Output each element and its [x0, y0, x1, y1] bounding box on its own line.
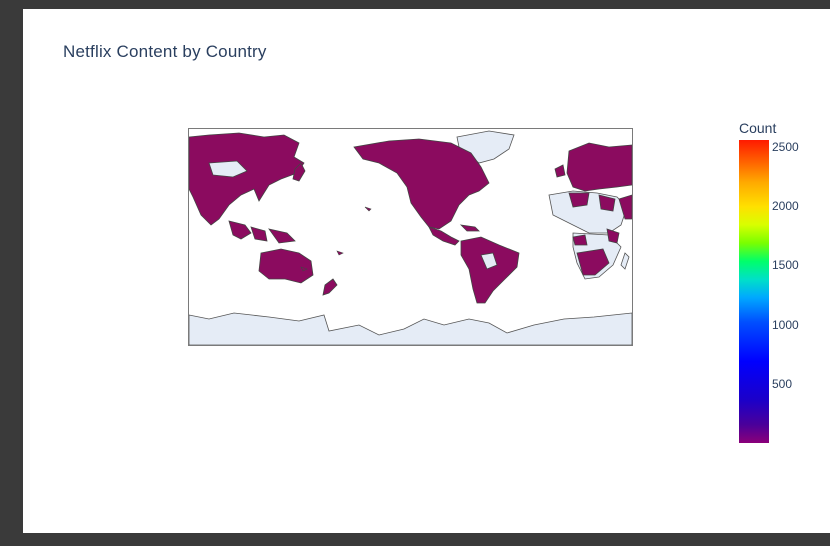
colorbar-tick: 2000 — [772, 199, 799, 213]
chart-title: Netflix Content by Country — [63, 42, 267, 61]
new-zealand — [322, 278, 338, 296]
north-america — [353, 138, 490, 230]
middle-east — [618, 194, 632, 220]
south-america-no-data — [480, 252, 498, 270]
central-america — [428, 226, 460, 246]
colorbar-tick: 500 — [772, 377, 793, 391]
africa-south-countries — [572, 228, 620, 276]
uk-ireland — [554, 164, 566, 178]
japan — [292, 162, 306, 182]
asia-russia — [189, 132, 305, 226]
mongolia-region — [208, 160, 248, 178]
madagascar — [620, 252, 630, 270]
antarctica-landmass — [189, 312, 632, 345]
south-america — [460, 236, 520, 304]
world-map[interactable] — [188, 128, 633, 346]
africa-north-countries — [568, 192, 616, 212]
colorbar-tick: 1500 — [772, 258, 799, 272]
colorbar-tick: 2500 — [772, 140, 799, 154]
colorbar[interactable] — [739, 140, 769, 443]
pacific-islands — [300, 206, 372, 272]
australia — [258, 248, 314, 284]
europe — [566, 142, 632, 192]
plot-area: Netflix Content by Country — [23, 9, 830, 533]
colorbar-tick: 1000 — [772, 318, 799, 332]
caribbean — [459, 224, 480, 232]
colorbar-title: Count — [739, 120, 777, 136]
southeast-asia-islands — [228, 220, 296, 244]
map-svg — [189, 130, 632, 345]
